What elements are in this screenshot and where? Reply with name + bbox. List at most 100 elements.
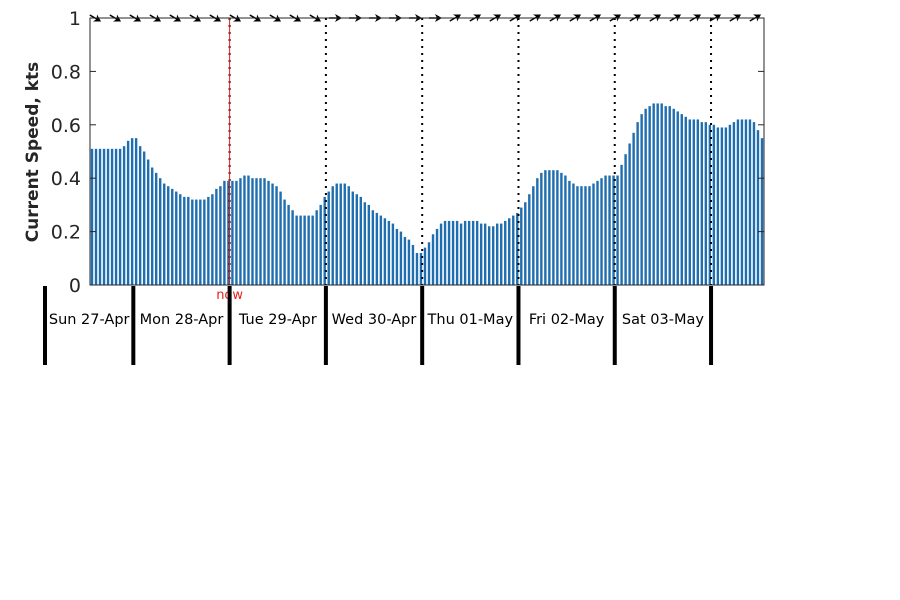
bar: [532, 186, 535, 285]
bar: [724, 127, 728, 285]
bar: [528, 194, 531, 285]
bar: [455, 220, 459, 285]
day-label: Tue 29-Apr: [238, 312, 317, 328]
bar: [299, 215, 302, 285]
bar: [427, 242, 431, 285]
bar: [215, 188, 218, 285]
bar: [211, 194, 214, 285]
bar: [676, 111, 679, 285]
bar: [122, 146, 126, 285]
bar: [335, 183, 338, 285]
bar: [447, 220, 451, 285]
bar: [191, 199, 194, 285]
bar: [275, 186, 278, 285]
bar: [351, 191, 354, 285]
bar: [291, 210, 294, 285]
bar: [624, 154, 627, 285]
bar: [98, 148, 102, 285]
bar: [118, 148, 122, 285]
bar: [552, 170, 555, 285]
bar: [219, 186, 222, 285]
bar: [580, 186, 583, 285]
bar: [347, 186, 350, 285]
bar: [720, 127, 724, 285]
day-label: Wed 30-Apr: [332, 312, 417, 328]
bar: [612, 175, 615, 285]
bar: [716, 127, 720, 285]
bar: [435, 228, 439, 285]
bar: [263, 178, 266, 285]
bar: [159, 178, 162, 285]
y-axis: 0 0.2 0.4 0.6 0.8 1: [51, 8, 764, 297]
bar: [130, 138, 134, 285]
bar: [680, 114, 683, 286]
bar: [251, 178, 254, 285]
bar: [110, 148, 114, 285]
bar: [167, 186, 170, 285]
bar: [175, 191, 178, 285]
y-tick-label: 0.2: [51, 222, 81, 244]
bar: [684, 116, 687, 285]
bar: [696, 119, 700, 286]
bar: [138, 146, 142, 285]
bar: [524, 202, 527, 285]
bar: [227, 180, 230, 285]
bar: [556, 170, 559, 285]
bar: [636, 122, 639, 285]
bar: [708, 124, 712, 285]
bar: [548, 170, 551, 285]
bar: [415, 252, 419, 285]
bar: [740, 119, 744, 286]
bar: [387, 220, 391, 285]
bar: [736, 119, 740, 286]
y-tick-label: 0: [69, 275, 81, 297]
bar: [102, 148, 106, 285]
bar: [106, 148, 110, 285]
bar: [363, 202, 367, 285]
bar: [656, 103, 659, 285]
bar: [126, 140, 130, 285]
bar: [508, 218, 511, 285]
bar: [303, 215, 306, 285]
bar: [451, 220, 455, 285]
bar: [142, 151, 146, 285]
bar: [748, 119, 752, 286]
bar: [183, 196, 186, 285]
bar: [628, 143, 631, 285]
bar: [90, 148, 94, 285]
bar: [512, 215, 515, 285]
bar: [536, 178, 539, 285]
bar: [467, 220, 471, 285]
bar: [668, 106, 671, 285]
bar: [644, 108, 647, 285]
bar: [283, 199, 286, 285]
bar: [146, 159, 150, 285]
bar: [315, 210, 318, 285]
bar: [383, 218, 387, 285]
bar: [664, 106, 667, 285]
bar: [652, 103, 655, 285]
bar: [247, 175, 250, 285]
bar: [752, 122, 756, 285]
day-label: Fri 02-May: [529, 312, 605, 328]
bar: [411, 244, 415, 285]
bar: [479, 223, 483, 285]
bar: [267, 180, 270, 285]
bar: [596, 180, 599, 285]
bar: [423, 247, 427, 285]
bar: [732, 122, 736, 285]
bar: [114, 148, 118, 285]
bar: [560, 172, 563, 285]
bar: [520, 207, 523, 285]
bar: [648, 106, 651, 285]
bar: [395, 228, 399, 285]
bar: [379, 215, 383, 285]
y-axis-label: Current Speed, kts: [23, 62, 43, 243]
bar: [728, 124, 732, 285]
bar: [323, 196, 326, 285]
bar: [375, 212, 379, 285]
bar: [544, 170, 547, 285]
y-tick-label: 0.6: [51, 115, 81, 137]
bar: [339, 183, 342, 285]
